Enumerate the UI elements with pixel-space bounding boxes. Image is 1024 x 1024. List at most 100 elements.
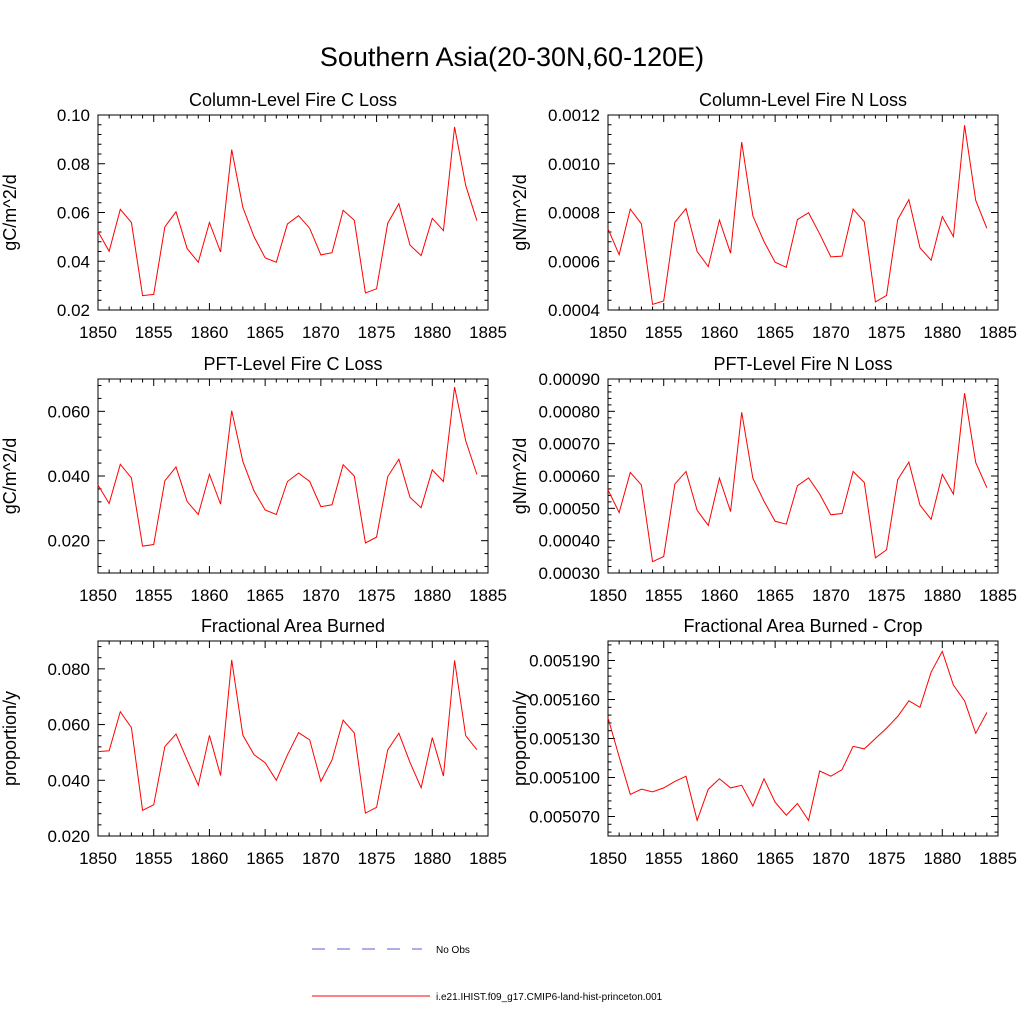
y-tick-label: 0.00050 (539, 499, 600, 518)
x-tick-label: 1885 (979, 849, 1017, 868)
x-tick-label: 1855 (645, 586, 683, 605)
y-tick-label: 0.00040 (539, 532, 600, 551)
x-tick-label: 1865 (246, 849, 284, 868)
x-tick-label: 1855 (645, 323, 683, 342)
chart-panel-5: Fractional Area Burned proportion/y 1850 18… (0, 616, 507, 868)
series-line (607, 125, 988, 306)
x-tick-label: 1885 (469, 323, 507, 342)
y-axis-label: proportion/y (0, 691, 20, 786)
legend-obs-label: No Obs (436, 945, 470, 956)
plot-frame (607, 378, 999, 574)
x-tick-label: 1855 (645, 849, 683, 868)
x-tick-label: 1885 (469, 849, 507, 868)
x-tick-label: 1875 (868, 586, 906, 605)
x-tick-label: 1875 (358, 586, 396, 605)
x-tick-label: 1860 (191, 586, 229, 605)
x-tick-label: 1880 (413, 586, 451, 605)
panels: Column-Level Fire C Loss gC/m^2/d 1850 1855… (0, 90, 1017, 868)
x-tick-label: 1855 (135, 586, 173, 605)
x-tick-label: 1870 (812, 586, 850, 605)
x-tick-label: 1865 (246, 586, 284, 605)
y-tick-label: 0.00070 (539, 435, 600, 454)
chart-panel-3: PFT-Level Fire C Loss gC/m^2/d 1850 1855 186… (0, 354, 507, 605)
x-tick-label: 1875 (868, 849, 906, 868)
x-tick-label: 1875 (868, 323, 906, 342)
panel-title: Fractional Area Burned - Crop (683, 616, 922, 636)
x-tick-label: 1860 (701, 849, 739, 868)
chart-panel-4: PFT-Level Fire N Loss gN/m^2/d 1850 1855 186… (510, 354, 1017, 605)
x-tick-label: 1850 (79, 849, 117, 868)
x-tick-label: 1850 (589, 323, 627, 342)
y-tick-label: 0.020 (47, 532, 90, 551)
y-tick-label: 0.005130 (529, 730, 600, 749)
x-tick-label: 1860 (191, 323, 229, 342)
series-line (97, 126, 478, 297)
legend: No Obs i.e21.IHIST.f09_g17.CMIP6-land-hi… (312, 945, 663, 1003)
y-tick-label: 0.06 (57, 204, 90, 223)
x-tick-label: 1880 (923, 586, 961, 605)
y-tick-label: 0.00030 (539, 564, 600, 583)
y-axis-label: gN/m^2/d (510, 174, 530, 250)
x-tick-label: 1865 (756, 323, 794, 342)
y-axis-label: gC/m^2/d (0, 438, 20, 514)
y-tick-label: 0.060 (47, 716, 90, 735)
x-tick-label: 1875 (358, 323, 396, 342)
x-tick-label: 1860 (701, 586, 739, 605)
plot-frame (97, 640, 489, 837)
panel-title: Column-Level Fire C Loss (189, 90, 397, 110)
chart-panel-2: Column-Level Fire N Loss gN/m^2/d 1850 1855… (510, 90, 1017, 342)
x-tick-label: 1885 (979, 586, 1017, 605)
x-tick-label: 1860 (191, 849, 229, 868)
y-tick-label: 0.0010 (548, 155, 600, 174)
y-tick-label: 0.04 (57, 252, 90, 271)
y-tick-label: 0.005100 (529, 769, 600, 788)
series-line (607, 650, 988, 823)
y-tick-label: 0.005190 (529, 652, 600, 671)
panel-title: PFT-Level Fire N Loss (713, 354, 892, 374)
y-tick-label: 0.0004 (548, 301, 600, 320)
panel-title: PFT-Level Fire C Loss (203, 354, 382, 374)
y-tick-label: 0.040 (47, 771, 90, 790)
x-tick-label: 1880 (413, 323, 451, 342)
y-tick-label: 0.005160 (529, 691, 600, 710)
x-tick-label: 1885 (469, 586, 507, 605)
x-tick-label: 1850 (79, 586, 117, 605)
x-tick-label: 1855 (135, 849, 173, 868)
x-tick-label: 1870 (302, 586, 340, 605)
x-tick-label: 1880 (923, 849, 961, 868)
x-tick-label: 1850 (589, 849, 627, 868)
figure-title: Southern Asia(20-30N,60-120E) (320, 42, 704, 72)
plot-frame (97, 114, 489, 311)
y-tick-label: 0.10 (57, 106, 90, 125)
x-tick-label: 1850 (79, 323, 117, 342)
y-axis-label: proportion/y (510, 691, 530, 786)
x-tick-label: 1860 (701, 323, 739, 342)
plot-frame (97, 378, 489, 574)
x-tick-label: 1855 (135, 323, 173, 342)
panel-title: Column-Level Fire N Loss (699, 90, 907, 110)
y-tick-label: 0.0012 (548, 106, 600, 125)
series-line (97, 386, 478, 547)
x-tick-label: 1870 (302, 849, 340, 868)
x-tick-label: 1865 (756, 849, 794, 868)
panel-title: Fractional Area Burned (201, 616, 385, 636)
y-axis-label: gN/m^2/d (510, 438, 530, 514)
y-tick-label: 0.08 (57, 155, 90, 174)
x-tick-label: 1875 (358, 849, 396, 868)
x-tick-label: 1880 (413, 849, 451, 868)
y-axis-label: gC/m^2/d (0, 174, 20, 250)
series-line (607, 393, 988, 563)
x-tick-label: 1870 (812, 849, 850, 868)
x-tick-label: 1865 (756, 586, 794, 605)
y-tick-label: 0.0006 (548, 252, 600, 271)
y-tick-label: 0.0008 (548, 204, 600, 223)
chart-panel-6: Fractional Area Burned - Crop proportion/… (510, 616, 1017, 868)
x-tick-label: 1880 (923, 323, 961, 342)
x-tick-label: 1870 (302, 323, 340, 342)
y-tick-label: 0.005070 (529, 808, 600, 827)
y-tick-label: 0.020 (47, 827, 90, 846)
y-tick-label: 0.02 (57, 301, 90, 320)
y-tick-label: 0.00060 (539, 467, 600, 486)
y-tick-label: 0.00090 (539, 370, 600, 389)
